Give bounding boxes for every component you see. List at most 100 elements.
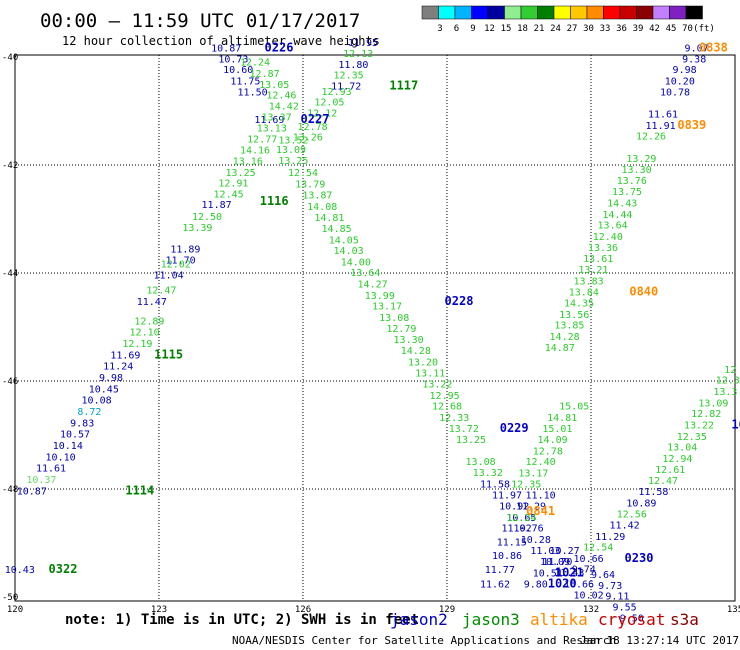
wave-height-label: 13.30 [622, 165, 652, 176]
map-frame [14, 54, 736, 602]
wave-height-label: 10.86 [492, 551, 522, 562]
wave-height-label: 12.26 [636, 132, 666, 143]
wave-height-label: 12.10 [130, 328, 160, 339]
wave-height-label: 13.37 [262, 113, 292, 124]
wave-height-label: 9.55 [613, 603, 637, 614]
latitude-label: -50 [2, 593, 18, 603]
wave-height-label: 14.43 [607, 199, 637, 210]
longitude-label: 120 [7, 605, 23, 615]
wave-height-label: 10.57 [60, 430, 90, 441]
wave-height-label: 12.54 [288, 168, 318, 179]
wave-height-label: 14.28 [401, 346, 431, 357]
color-swatch [619, 5, 637, 20]
wave-height-label: 10.66 [564, 579, 594, 590]
wave-height-label: 14.42 [269, 101, 299, 112]
satellite-legend-item: altika [530, 610, 588, 629]
wave-height-label: 13.13 [257, 124, 287, 135]
wave-height-label: 9.83 [70, 418, 94, 429]
wave-height-label: 12.93 [322, 87, 352, 98]
pass-time-label: 1021 [555, 565, 584, 579]
wave-height-label: 14.44 [602, 210, 632, 221]
wave-height-label: 12.82 [691, 409, 721, 420]
color-swatch [487, 5, 505, 20]
satellite-legend-item: cryosat [598, 610, 665, 629]
wave-height-label: 10.65 [506, 513, 536, 524]
pass-time-label: 0227 [301, 112, 330, 126]
pass-time-label: 1114 [125, 483, 154, 497]
color-scale-label: 6 [454, 24, 459, 34]
color-scale-label: 30 [583, 24, 594, 34]
wave-height-label: 12.24 [506, 513, 536, 524]
color-swatch [520, 5, 538, 20]
wave-height-label: 11.89 [170, 244, 200, 255]
wave-height-label: 10.89 [626, 498, 656, 509]
wave-height-label: 13.17 [372, 302, 402, 313]
latitude-label: -48 [2, 485, 18, 495]
wave-height-label: 12.54 [583, 543, 613, 554]
wave-height-label: 9.80 [524, 579, 548, 590]
wave-height-label: 10.73 [218, 54, 248, 65]
wave-height-label: 13.29 [626, 154, 656, 165]
wave-height-label: 11.61 [648, 109, 678, 120]
wave-height-label: 12.68 [432, 402, 462, 413]
wave-height-label: 10.66 [574, 554, 604, 565]
pass-time-label: 1116 [260, 194, 289, 208]
wave-height-label: 12 [724, 365, 736, 376]
wave-height-label: 14.35 [564, 298, 594, 309]
wave-height-label: 11.10 [526, 491, 556, 502]
wave-height-label: 12.46 [266, 91, 296, 102]
wave-height-label: 12.40 [526, 457, 556, 468]
wave-height-label: 9.50 [620, 613, 644, 624]
wave-height-label: 13.25 [278, 156, 308, 167]
footer-timestamp: Jan 18 13:27:14 UTC 2017 [580, 634, 739, 647]
latitude-label: -46 [2, 377, 18, 387]
wave-height-label: 12.95 [430, 391, 460, 402]
wave-height-label: 11.72 [331, 81, 361, 92]
wave-height-label: 13.08 [379, 313, 409, 324]
wave-height-label: 13.99 [365, 291, 395, 302]
wave-height-label: 13.56 [559, 310, 589, 321]
color-swatch [421, 5, 439, 20]
pass-time-label: 0228 [445, 294, 474, 308]
wave-height-label: 12.45 [214, 189, 244, 200]
pass-time-label: 1020 [548, 576, 577, 590]
color-scale-label: (ft) [693, 24, 715, 34]
pass-time-label: 0839 [677, 118, 706, 132]
wave-height-label: 15.05 [559, 402, 589, 413]
track: 10.4310.8710.3711.6110.1010.1410.579.838… [5, 41, 294, 577]
color-scale-label: 18 [517, 24, 528, 34]
color-scale-label: 33 [600, 24, 611, 34]
color-scale-label: 70 [682, 24, 693, 34]
wave-height-label: 11.42 [610, 520, 640, 531]
wave-height-label: 12.94 [662, 454, 692, 465]
wave-height-label: 13.3 [713, 387, 737, 398]
wave-height-label: 12.13 [343, 49, 373, 60]
wave-height-label: 13.87 [302, 190, 332, 201]
wave-height-label: 11.70 [166, 255, 196, 266]
altimeter-tracks: 10.4310.8710.3711.6110.1010.1410.579.838… [5, 38, 740, 624]
color-swatch [669, 5, 687, 20]
color-swatch [652, 5, 670, 20]
wave-height-label: 11.24 [103, 362, 133, 373]
latitude-label: -42 [2, 161, 18, 171]
wave-height-label: 11.75 [230, 77, 260, 88]
pass-time-label: 0841 [526, 504, 555, 518]
wave-height-label: 13.72 [449, 424, 479, 435]
map-grid [15, 55, 735, 601]
satellite-legend-item: jason3 [462, 610, 520, 629]
longitude-label: 132 [583, 605, 599, 615]
wave-height-label: 13.09 [698, 398, 728, 409]
page-subtitle: 12 hour collection of altimeter wave hei… [62, 34, 380, 48]
wave-height-label: 13.17 [518, 469, 548, 480]
wave-height-label: 10.08 [82, 396, 112, 407]
wave-height-label: 10.87 [17, 486, 47, 497]
color-scale-label: 27 [567, 24, 578, 34]
color-swatch [586, 5, 604, 20]
wave-height-label: 12.19 [122, 339, 152, 350]
wave-height-label: 10.60 [223, 65, 253, 76]
wave-height-label: 12.02 [161, 260, 191, 271]
wave-height-label: 12.56 [617, 510, 647, 521]
color-scale-label: 24 [550, 24, 561, 34]
wave-height-label: 12.47 [648, 476, 678, 487]
